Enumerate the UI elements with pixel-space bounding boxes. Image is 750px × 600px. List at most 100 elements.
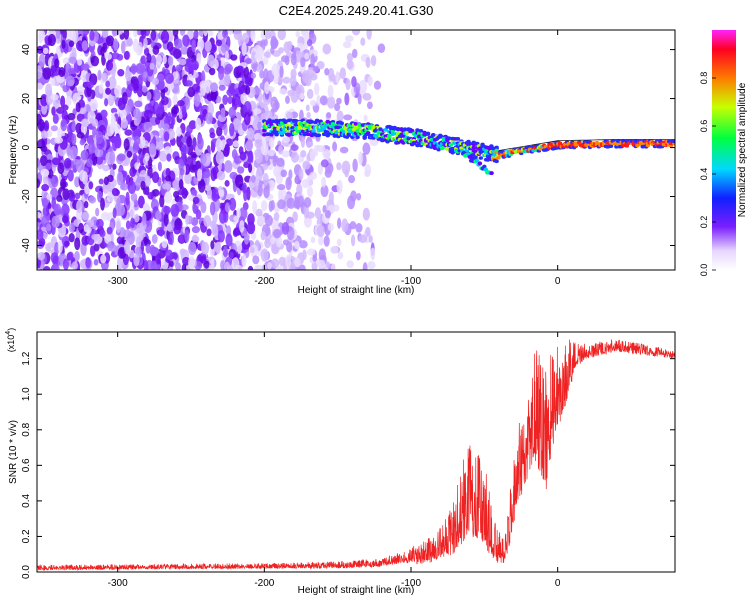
noise-cell <box>358 79 368 93</box>
noise-cell <box>159 226 164 237</box>
signal-cell <box>404 131 410 135</box>
noise-cell <box>263 185 270 199</box>
noise-cell <box>351 48 358 59</box>
noise-cell <box>156 73 165 82</box>
noise-cell <box>125 191 130 206</box>
colorbar: 0.0 0.2 0.4 0.6 0.8 Normalized spectral ampl… <box>699 30 748 276</box>
signal-cell <box>471 145 476 150</box>
noise-cell <box>162 54 167 65</box>
noise-cell <box>197 179 206 193</box>
noise-cell <box>105 87 112 95</box>
noise-cell <box>306 248 316 256</box>
noise-cell <box>68 191 76 202</box>
noise-cell <box>111 52 120 60</box>
noise-cell <box>126 150 133 158</box>
noise-cell <box>98 83 104 95</box>
noise-cell <box>210 240 215 250</box>
noise-cell <box>62 258 70 270</box>
noise-cell <box>370 247 376 261</box>
noise-cell <box>148 143 157 155</box>
noise-cell <box>188 241 197 256</box>
noise-cell <box>89 98 98 112</box>
noise-cell <box>60 118 68 132</box>
noise-cell <box>71 120 76 133</box>
signal-cell <box>455 137 461 141</box>
x-tick-label: -200 <box>254 578 274 589</box>
noise-cell <box>69 145 78 160</box>
noise-cell <box>138 153 145 161</box>
noise-cell <box>254 53 261 61</box>
noise-cell <box>191 226 200 234</box>
noise-cell <box>54 203 59 216</box>
noise-cell <box>256 215 266 226</box>
noise-cell <box>81 211 90 221</box>
noise-cell <box>230 54 238 61</box>
noise-cell <box>228 106 236 119</box>
noise-cell <box>339 146 349 154</box>
noise-cell <box>350 234 356 247</box>
noise-cell <box>244 58 253 65</box>
noise-cell <box>224 143 230 157</box>
noise-cell <box>51 157 61 166</box>
noise-cell <box>365 226 371 237</box>
noise-cell <box>262 163 269 171</box>
x-tick-label: -300 <box>108 276 128 287</box>
y-tick-label: -40 <box>21 238 32 253</box>
noise-cell <box>79 139 86 146</box>
noise-cell <box>197 38 205 52</box>
noise-cell <box>260 200 268 212</box>
noise-cell <box>317 259 326 269</box>
signal-cell <box>418 128 424 133</box>
noise-cell <box>254 138 263 149</box>
noise-cell <box>86 219 95 228</box>
noise-cell <box>330 263 336 270</box>
noise-cell <box>157 102 165 115</box>
noise-cell <box>285 254 292 268</box>
noise-cell <box>104 233 112 244</box>
noise-cell <box>207 54 215 67</box>
noise-cell <box>123 30 130 40</box>
noise-cell <box>88 141 95 155</box>
signal-cell <box>494 159 499 164</box>
noise-cell <box>40 130 49 139</box>
noise-cell <box>288 169 293 180</box>
noise-cell <box>209 132 216 139</box>
noise-cell <box>172 94 178 106</box>
noise-cell <box>206 228 212 237</box>
noise-cell <box>55 106 65 114</box>
noise-cell <box>37 211 41 219</box>
y-tick-label: -20 <box>21 189 32 204</box>
noise-cell <box>222 250 229 257</box>
noise-cell <box>367 75 373 87</box>
noise-cell <box>298 168 304 181</box>
noise-cell <box>345 35 354 42</box>
noise-cell <box>216 54 221 62</box>
signal-cell <box>262 132 267 137</box>
noise-cell <box>42 266 51 270</box>
noise-cell <box>306 174 314 187</box>
noise-cell <box>105 80 111 88</box>
noise-cell <box>310 236 316 244</box>
noise-cell <box>363 114 368 122</box>
noise-cell <box>99 229 106 238</box>
noise-cell <box>326 112 332 119</box>
noise-cell <box>362 92 372 101</box>
noise-cell <box>342 41 352 49</box>
noise-cell <box>96 218 104 229</box>
noise-cell <box>110 115 116 126</box>
signal-cell <box>395 127 401 132</box>
noise-cell <box>316 224 325 238</box>
noise-cell <box>67 123 73 135</box>
noise-cell <box>112 207 117 219</box>
noise-cell <box>322 43 332 55</box>
noise-cell <box>172 30 179 38</box>
noise-cell <box>77 85 86 96</box>
noise-cell <box>201 171 211 179</box>
noise-cell <box>83 224 89 233</box>
noise-cell <box>57 240 63 254</box>
noise-cell <box>60 178 67 190</box>
noise-cell <box>48 169 54 179</box>
noise-cell <box>233 30 242 41</box>
noise-cell <box>107 241 113 252</box>
noise-cell <box>86 81 94 89</box>
